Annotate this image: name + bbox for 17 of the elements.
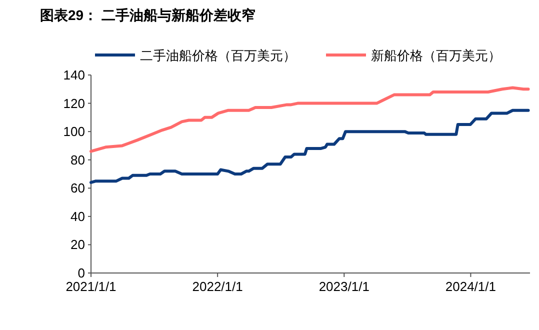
legend-label: 新船价格（百万美元） — [371, 48, 501, 63]
y-tick-label: 80 — [70, 152, 85, 168]
line-series — [90, 86, 530, 153]
y-tick-label: 0 — [78, 266, 85, 280]
legend-label: 二手油船价格（百万美元） — [140, 48, 296, 63]
y-tick-label: 20 — [70, 237, 85, 252]
y-tick-label: 60 — [70, 180, 85, 196]
y-tick-label: 140 — [63, 68, 85, 82]
y-tick-label: 100 — [63, 124, 85, 140]
y-tick-label: 120 — [63, 96, 85, 111]
y-tick-label: 40 — [70, 208, 85, 224]
x-tick-label: 2024/1/1 — [445, 279, 496, 294]
line-series — [90, 108, 530, 184]
chart-title: 图表29： 二手油船与新船价差收窄 — [40, 7, 256, 23]
x-tick-label: 2023/1/1 — [318, 279, 370, 294]
x-tick-label: 2022/1/1 — [192, 279, 243, 294]
x-tick-label: 2021/1/1 — [66, 279, 116, 294]
